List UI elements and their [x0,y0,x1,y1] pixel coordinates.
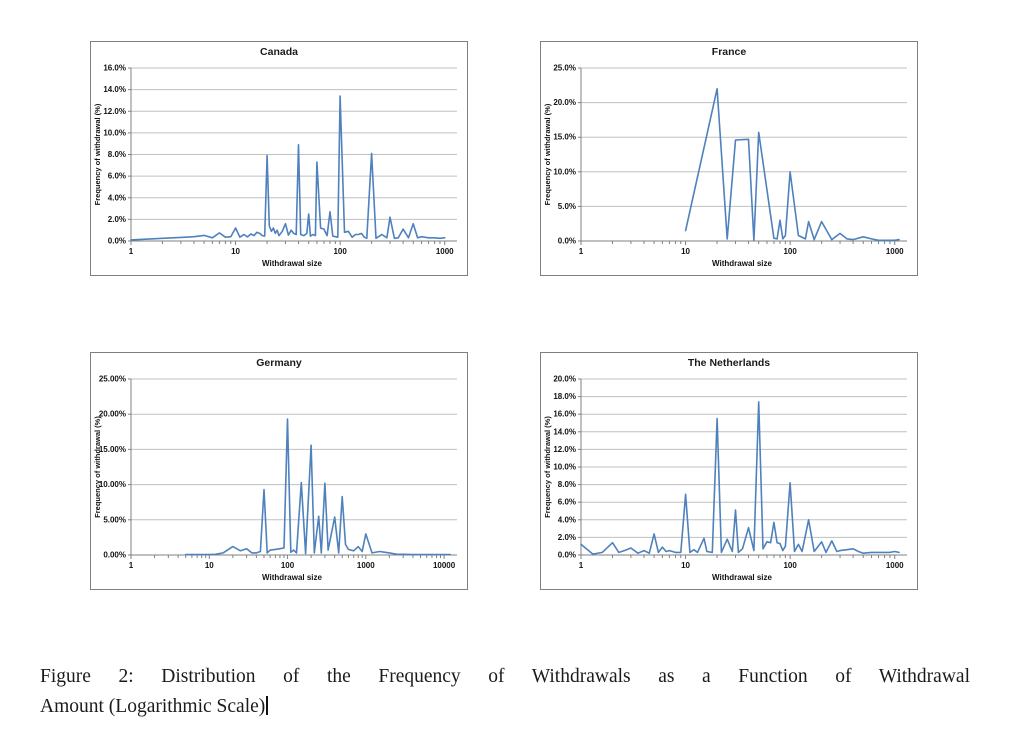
y-tick-label: 25.0% [553,64,576,73]
x-axis-title: Withdrawal size [262,573,322,582]
y-tick-label: 18.0% [553,392,576,401]
y-tick-label: 4.0% [558,515,576,524]
x-tick-label: 10000 [433,561,456,570]
y-tick-label: 10.0% [553,167,576,176]
caption-line-1: Figure 2: Distribution of the Frequency … [40,666,970,687]
y-tick-label: 15.0% [553,133,576,142]
y-tick-label: 12.0% [103,107,126,116]
x-tick-label: 10 [205,561,214,570]
chart-title-france: France [711,46,747,58]
x-tick-label: 1000 [436,247,454,256]
x-tick-label: 100 [783,247,797,256]
y-axis-title: Frequency of withdrawal (%) [93,416,102,518]
y-tick-label: 16.0% [553,410,576,419]
y-tick-label: 2.0% [108,215,126,224]
chart-title-germany: Germany [256,357,302,369]
y-tick-label: 4.0% [108,193,126,202]
chart-panel-canada: 0.0% 2.0% 4.0% 6.0% 8.0% 10.0% 12.0% 14.0% 16.0%… [90,41,468,276]
y-tick-label: 14.0% [103,85,126,94]
y-tick-label: 20.0% [553,98,576,107]
chart-title-netherlands: The Netherlands [687,357,771,369]
x-axis-title: Withdrawal size [712,573,772,582]
y-tick-label: 0.0% [558,551,576,560]
chart-canvas-canada: 0.0% 2.0% 4.0% 6.0% 8.0% 10.0% 12.0% 14.0% 16.0%… [93,64,457,268]
y-tick-label: 14.0% [553,427,576,436]
y-tick-label: 15.00% [99,445,126,454]
chart-canvas-netherlands: 0.0% 2.0% 4.0% 6.0% 8.0% 10.0% 12.0% 14.0% 16.0%… [543,375,907,582]
data-line [184,418,452,556]
y-tick-label: 16.0% [103,64,126,73]
y-tick-label: 8.0% [558,480,576,489]
y-tick-label: 10.0% [103,128,126,137]
y-tick-label: 5.0% [558,202,576,211]
x-tick-label: 100 [281,561,295,570]
y-tick-label: 20.00% [99,410,126,419]
x-tick-label: 1 [579,561,584,570]
data-line [580,401,900,555]
caption-line-2: Amount (Logarithmic Scale) [40,692,970,722]
chart-canvas-germany: 0.00% 5.00% 10.00% 15.00% 20.00% 25.00% 1 10 100… [93,375,457,582]
y-tick-label: 0.00% [103,551,126,560]
y-tick-label: 20.0% [553,375,576,384]
y-tick-label: 6.0% [558,498,576,507]
chart-title-canada: Canada [260,46,298,58]
x-tick-label: 1 [129,247,134,256]
y-tick-label: 25.00% [99,375,126,384]
data-line [684,87,900,242]
x-axis-title: Withdrawal size [262,259,322,268]
y-tick-label: 10.00% [99,480,126,489]
x-tick-label: 10 [231,247,240,256]
x-tick-label: 1000 [357,561,375,570]
y-tick-label: 0.0% [108,237,126,246]
chart-panel-germany: 0.00% 5.00% 10.00% 15.00% 20.00% 25.00% 1 10 100… [90,352,468,590]
chart-canvas-france: 0.0% 5.0% 10.0% 15.0% 20.0% 25.0% 1 10 100 1000 Wi… [543,64,907,268]
x-tick-label: 10 [681,247,690,256]
y-tick-label: 6.0% [108,172,126,181]
y-axis-title: Frequency of withdrawal (%) [543,416,552,518]
chart-panel-netherlands: 0.0% 2.0% 4.0% 6.0% 8.0% 10.0% 12.0% 14.0% 16.0%… [540,352,918,590]
y-tick-label: 10.0% [553,463,576,472]
x-tick-label: 1 [579,247,584,256]
x-tick-label: 1000 [886,561,904,570]
x-tick-label: 10 [681,561,690,570]
y-axis-title: Frequency of withdrawal (%) [93,103,102,205]
y-tick-label: 8.0% [108,150,126,159]
y-tick-label: 2.0% [558,533,576,542]
x-tick-label: 100 [783,561,797,570]
x-tick-label: 100 [333,247,347,256]
caption-line-2-text: Amount (Logarithmic Scale) [40,695,266,717]
x-axis-title: Withdrawal size [712,259,772,268]
y-tick-label: 0.0% [558,237,576,246]
x-tick-label: 1000 [886,247,904,256]
figure-caption: Figure 2: Distribution of the Frequency … [40,662,970,721]
y-axis-title: Frequency of withdrawal (%) [543,103,552,205]
data-line [130,95,446,241]
x-tick-label: 1 [129,561,134,570]
text-cursor [266,695,269,715]
y-tick-label: 12.0% [553,445,576,454]
y-tick-label: 5.00% [103,515,126,524]
chart-panel-france: 0.0% 5.0% 10.0% 15.0% 20.0% 25.0% 1 10 100 1000 Wi… [540,41,918,276]
